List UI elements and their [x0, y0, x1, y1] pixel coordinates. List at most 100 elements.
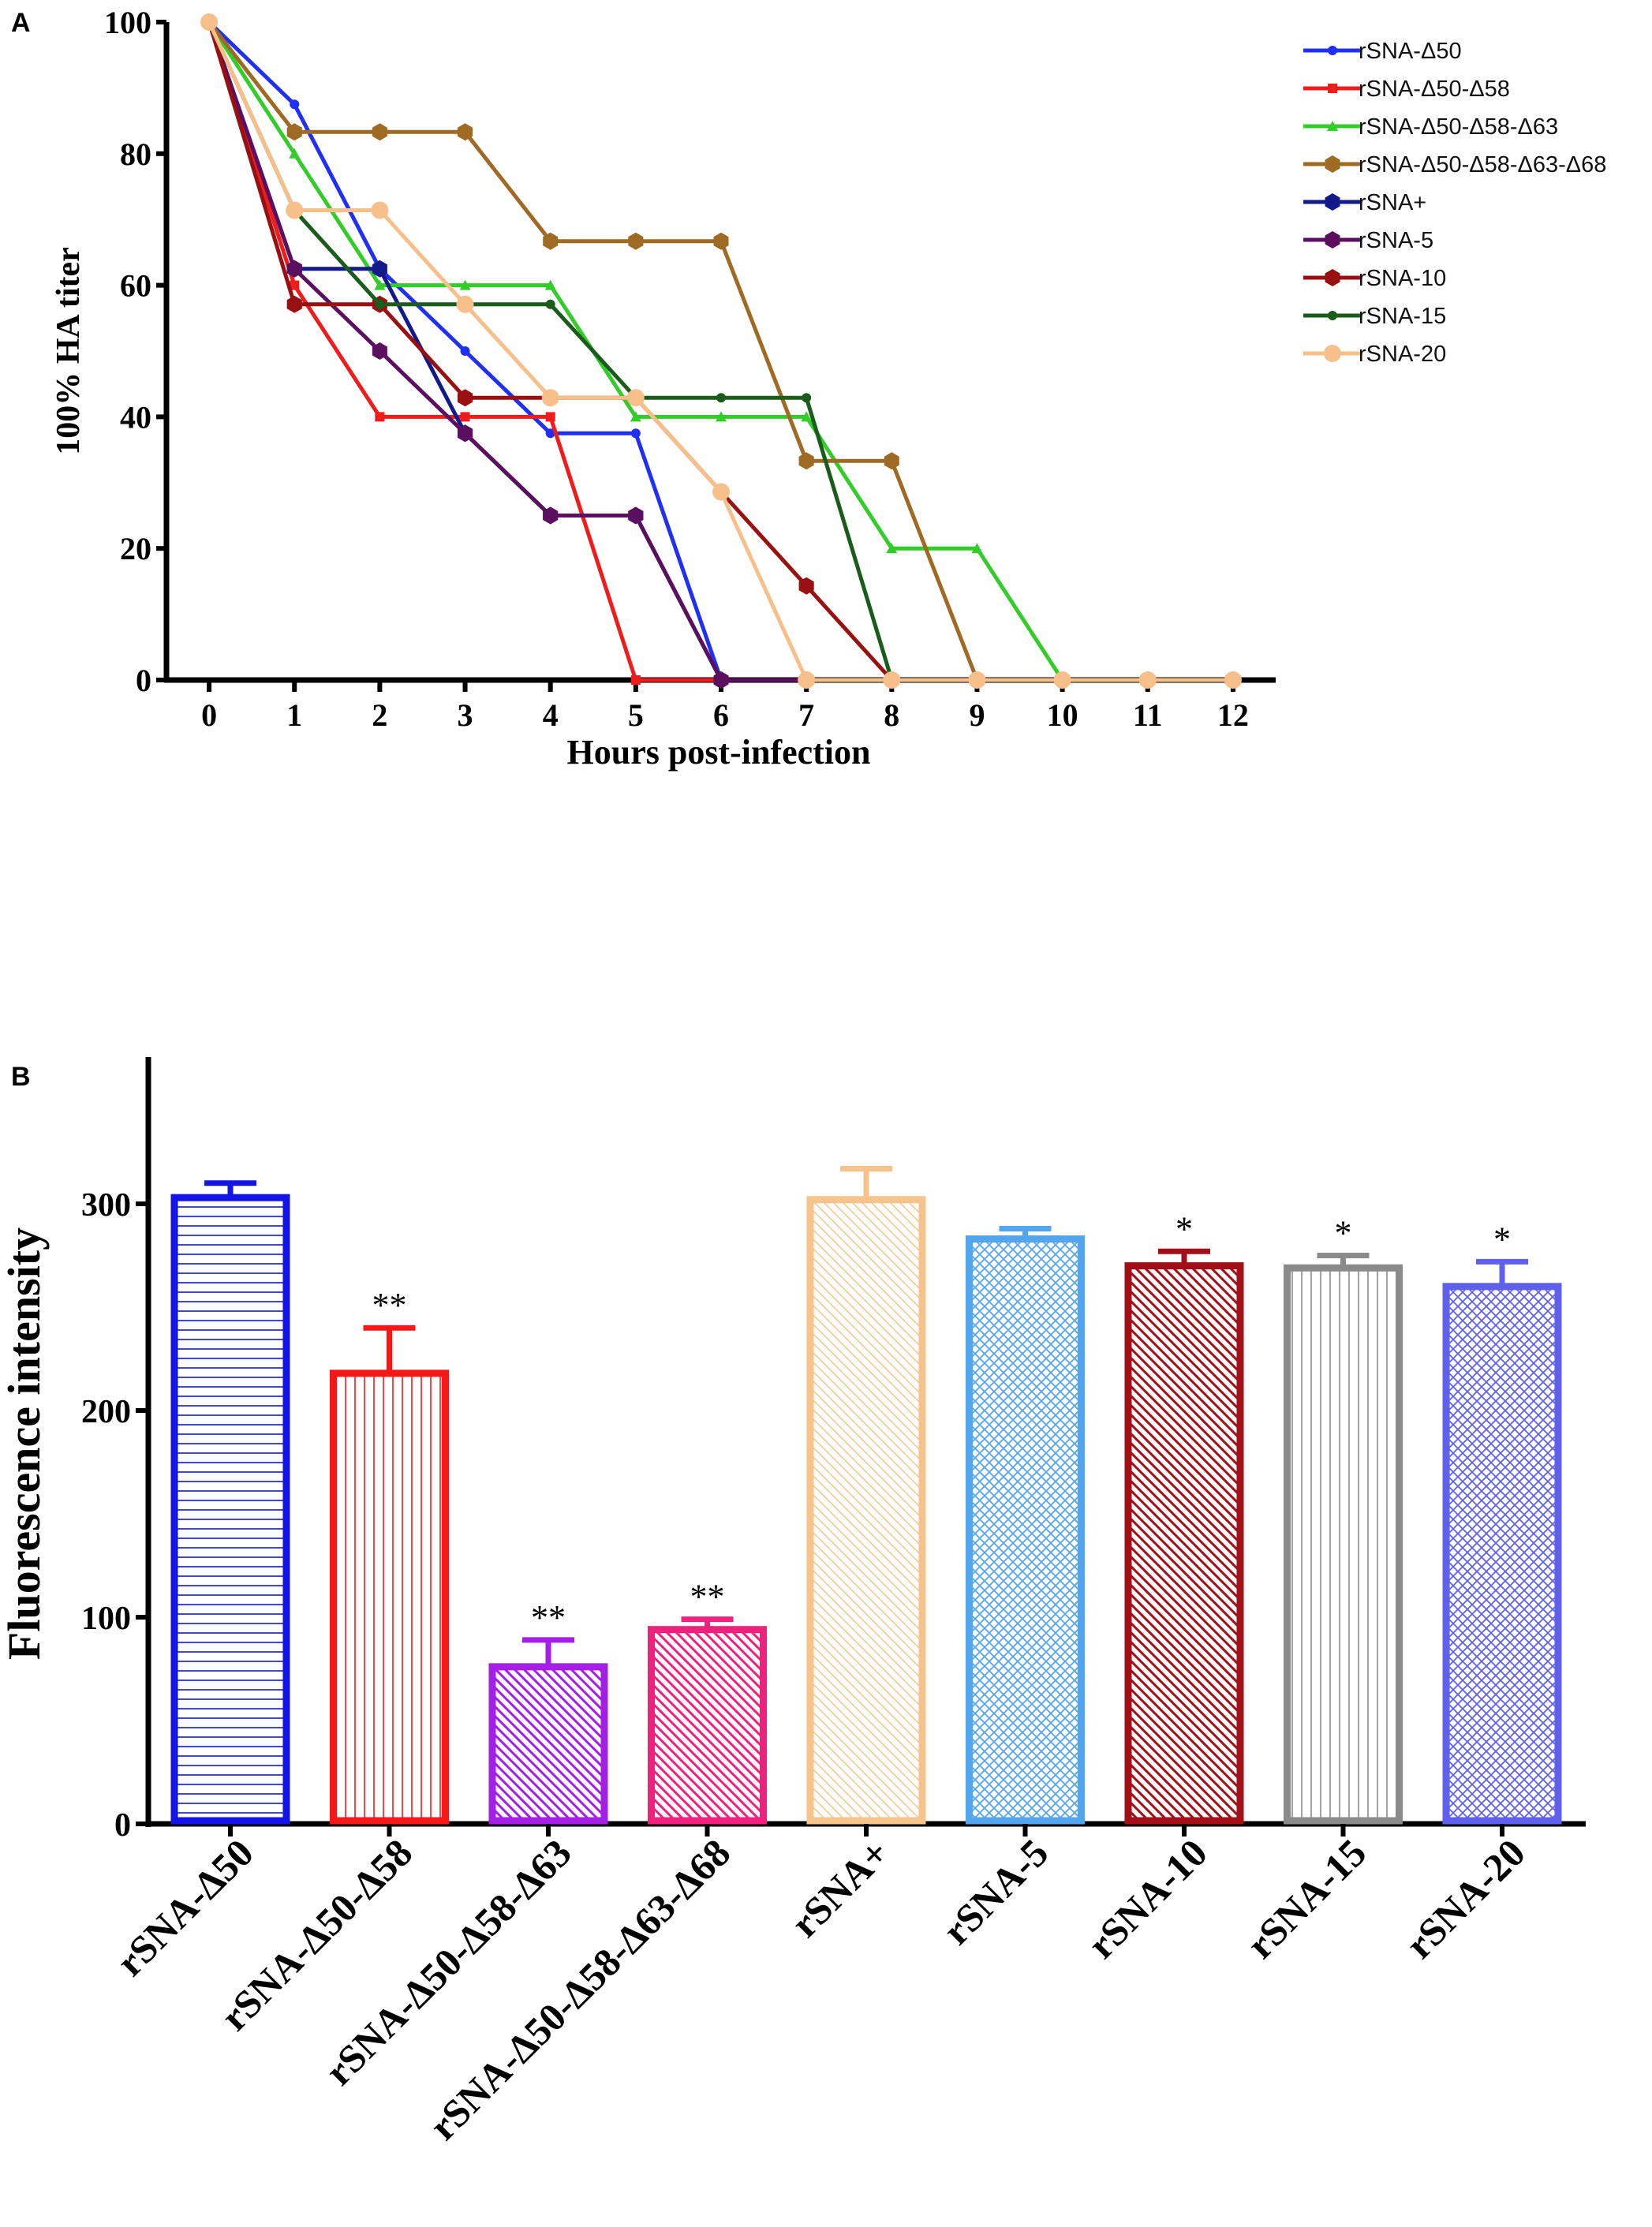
- panel-b-label: B: [11, 1062, 31, 1092]
- legend-entry-rsna-15: rSNA-15: [1303, 304, 1446, 329]
- data-point: [543, 232, 559, 250]
- x-tick-label: 8: [884, 697, 899, 733]
- y-tick-label: 0: [114, 1807, 131, 1844]
- data-point: [374, 279, 386, 290]
- data-point: [456, 295, 474, 313]
- panel-b-y-axis-label: Fluorescence intensity: [0, 1227, 50, 1660]
- data-point: [544, 279, 556, 290]
- bar-group-rsna-20: *: [1442, 1220, 1562, 1825]
- data-point: [712, 483, 730, 501]
- panel-a-x-axis-label: Hours post-infection: [567, 733, 871, 772]
- legend-label: rSNA-10: [1359, 266, 1446, 291]
- data-point: [286, 260, 302, 278]
- data-point: [886, 543, 898, 554]
- series-line-rsna-20: [207, 21, 1233, 682]
- data-point: [460, 412, 470, 422]
- legend-marker: [1325, 193, 1340, 211]
- series-line-rsna-50-58-63: [207, 21, 1233, 682]
- x-tick-label: 10: [1047, 697, 1078, 733]
- series-rsna-5: [201, 13, 1241, 689]
- data-point: [372, 342, 387, 360]
- y-tick-label: 0: [136, 663, 151, 698]
- bar-group-rsna-50-58: **: [330, 1286, 449, 1825]
- y-tick-label: 60: [120, 268, 151, 304]
- x-tick-label: rSNA-15: [1238, 1830, 1374, 1967]
- legend-marker: [1327, 121, 1338, 131]
- panel-a-y-axis-label: 100% HA titer: [50, 247, 87, 455]
- data-point: [1224, 671, 1242, 689]
- legend-entry-rsnaplus: rSNA+: [1303, 190, 1426, 215]
- data-point: [200, 13, 219, 31]
- x-tick-label: 1: [286, 697, 302, 733]
- series-rsna-20: [200, 13, 1242, 689]
- series-line-rsna-50-58-63-68: [207, 21, 1233, 682]
- legend-marker: [1328, 84, 1337, 93]
- bar-group-rsna-50-58-63: **: [488, 1598, 608, 1825]
- panel-a-legend: rSNA-Δ50 rSNA-Δ50-Δ58 rSNA-Δ50-Δ58-Δ63 rSNA…: [1303, 39, 1606, 367]
- data-point: [630, 428, 641, 439]
- data-point: [372, 123, 387, 141]
- significance-marker: *: [1335, 1214, 1352, 1253]
- data-point: [372, 260, 387, 278]
- data-point: [968, 671, 986, 689]
- series-line-rsna-15: [207, 21, 1233, 682]
- data-point: [971, 543, 983, 554]
- data-point: [545, 428, 555, 439]
- data-point: [375, 299, 385, 309]
- x-tick-label: rSNA-10: [1079, 1830, 1216, 1967]
- data-point: [371, 201, 389, 219]
- bar-rsna-15: [1284, 1264, 1403, 1825]
- panel-b-y-ticks: 0 100 200 300: [81, 1187, 148, 1844]
- legend-entry-rsna-50: rSNA-Δ50: [1303, 39, 1462, 64]
- data-point: [630, 675, 641, 685]
- y-tick-label: 200: [81, 1394, 131, 1430]
- y-tick-label: 100: [81, 1601, 131, 1637]
- panel-b-bars-group: ******* * *: [170, 1165, 1562, 1825]
- x-tick-label: 0: [201, 697, 217, 733]
- x-tick-label: rSNA-5: [934, 1830, 1056, 1952]
- series-rsna-50: [204, 17, 1238, 685]
- data-point: [459, 279, 471, 290]
- data-point: [713, 232, 729, 250]
- legend-entry-rsna-50-58: rSNA-Δ50-Δ58: [1303, 77, 1510, 102]
- data-point: [289, 148, 301, 159]
- significance-marker: **: [690, 1578, 725, 1616]
- bar-rsnaplus: [806, 1196, 926, 1825]
- y-tick-label: 300: [81, 1187, 131, 1224]
- series-line-rsnaplus: [207, 21, 1233, 682]
- bar-group-rsna-50-58-63-68: **: [648, 1578, 767, 1825]
- bar-rsna-50-58-63: [488, 1663, 608, 1825]
- legend-label: rSNA-Δ50: [1359, 39, 1462, 64]
- x-tick-label: 5: [628, 697, 644, 733]
- x-tick-label: 9: [969, 697, 985, 733]
- legend-marker: [1328, 311, 1337, 320]
- legend-label: rSNA-15: [1359, 304, 1446, 329]
- series-line-rsna-50: [207, 21, 1233, 682]
- data-point: [458, 123, 473, 141]
- bar-group-rsna-5: [966, 1225, 1085, 1825]
- bar-rsna-10: [1124, 1262, 1244, 1825]
- x-tick-label: 7: [798, 697, 814, 733]
- x-tick-label: 3: [458, 697, 473, 733]
- data-point: [626, 389, 645, 407]
- data-point: [458, 424, 473, 443]
- panel-a-series-group: [200, 13, 1242, 689]
- legend-marker: [1325, 231, 1340, 248]
- series-line-rsna-5: [207, 21, 1233, 682]
- series-rsnaplus: [201, 13, 1241, 689]
- x-tick-label: 6: [713, 697, 729, 733]
- legend-marker: [1325, 155, 1340, 173]
- panel-a-x-ticks: 0 1 2 3 4 5 6 7 8 9 10 11 12: [201, 680, 1249, 733]
- data-point: [458, 389, 473, 407]
- data-point: [716, 411, 727, 422]
- data-point: [286, 295, 302, 313]
- series-line-rsna-50-58: [207, 21, 1233, 682]
- x-tick-label: 4: [543, 697, 559, 733]
- data-point: [628, 506, 644, 525]
- x-tick-label: rSNA-Δ50-Δ58-Δ63-Δ68: [420, 1830, 738, 2148]
- series-rsna-50-58: [204, 17, 1238, 685]
- data-point: [545, 412, 555, 422]
- data-point: [286, 201, 304, 219]
